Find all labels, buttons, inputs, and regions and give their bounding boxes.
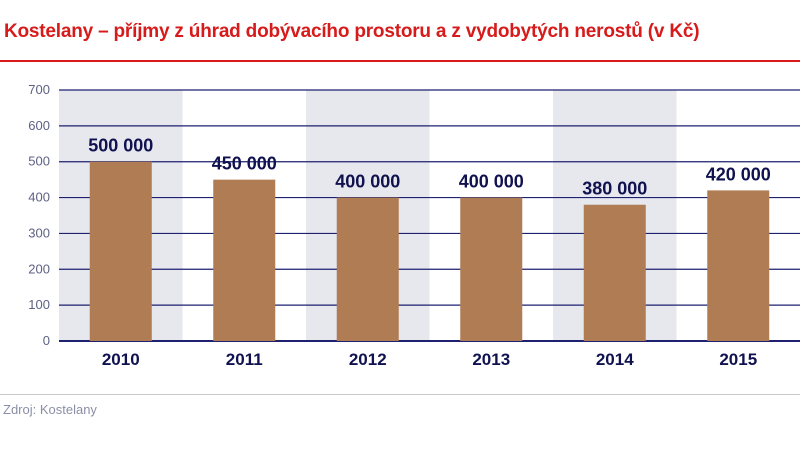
bar bbox=[583, 204, 646, 341]
data-labels: 500 000 450 000 400 000 400 000 380 000 420 0… bbox=[88, 136, 771, 199]
x-tick-label: 2011 bbox=[226, 350, 263, 369]
source-divider bbox=[0, 394, 800, 395]
y-tick-label: 700 bbox=[28, 82, 50, 97]
data-label: 500 000 bbox=[88, 136, 153, 156]
data-label: 400 000 bbox=[459, 172, 524, 192]
y-tick-label: 300 bbox=[28, 225, 50, 240]
data-label: 450 000 bbox=[212, 154, 277, 174]
bar bbox=[707, 190, 770, 341]
x-tick-label: 2014 bbox=[596, 350, 634, 369]
y-tick-label: 600 bbox=[28, 118, 50, 133]
y-tick-label: 100 bbox=[28, 297, 50, 312]
bar bbox=[213, 179, 276, 341]
y-tick-label: 0 bbox=[43, 333, 50, 348]
x-axis-ticks: 2010 2011 2012 2013 2014 2015 bbox=[102, 350, 757, 369]
y-axis-ticks: 0 100 200 300 400 500 600 700 bbox=[28, 82, 50, 348]
x-tick-label: 2013 bbox=[472, 350, 510, 369]
source-note: Zdroj: Kostelany bbox=[3, 402, 97, 417]
bar bbox=[89, 161, 152, 341]
gridlines bbox=[59, 89, 800, 342]
bars bbox=[89, 161, 770, 341]
data-label: 420 000 bbox=[706, 164, 771, 184]
data-label: 380 000 bbox=[582, 179, 647, 199]
y-tick-label: 200 bbox=[28, 261, 50, 276]
bar bbox=[460, 197, 523, 341]
x-tick-label: 2015 bbox=[719, 350, 757, 369]
y-tick-label: 400 bbox=[28, 190, 50, 205]
y-tick-label: 500 bbox=[28, 154, 50, 169]
x-tick-label: 2010 bbox=[102, 350, 140, 369]
title-divider bbox=[0, 60, 800, 62]
bar bbox=[336, 197, 399, 341]
data-label: 400 000 bbox=[335, 172, 400, 192]
chart-title: Kostelany – příjmy z úhrad dobývacího pr… bbox=[4, 21, 700, 42]
x-tick-label: 2012 bbox=[349, 350, 387, 369]
